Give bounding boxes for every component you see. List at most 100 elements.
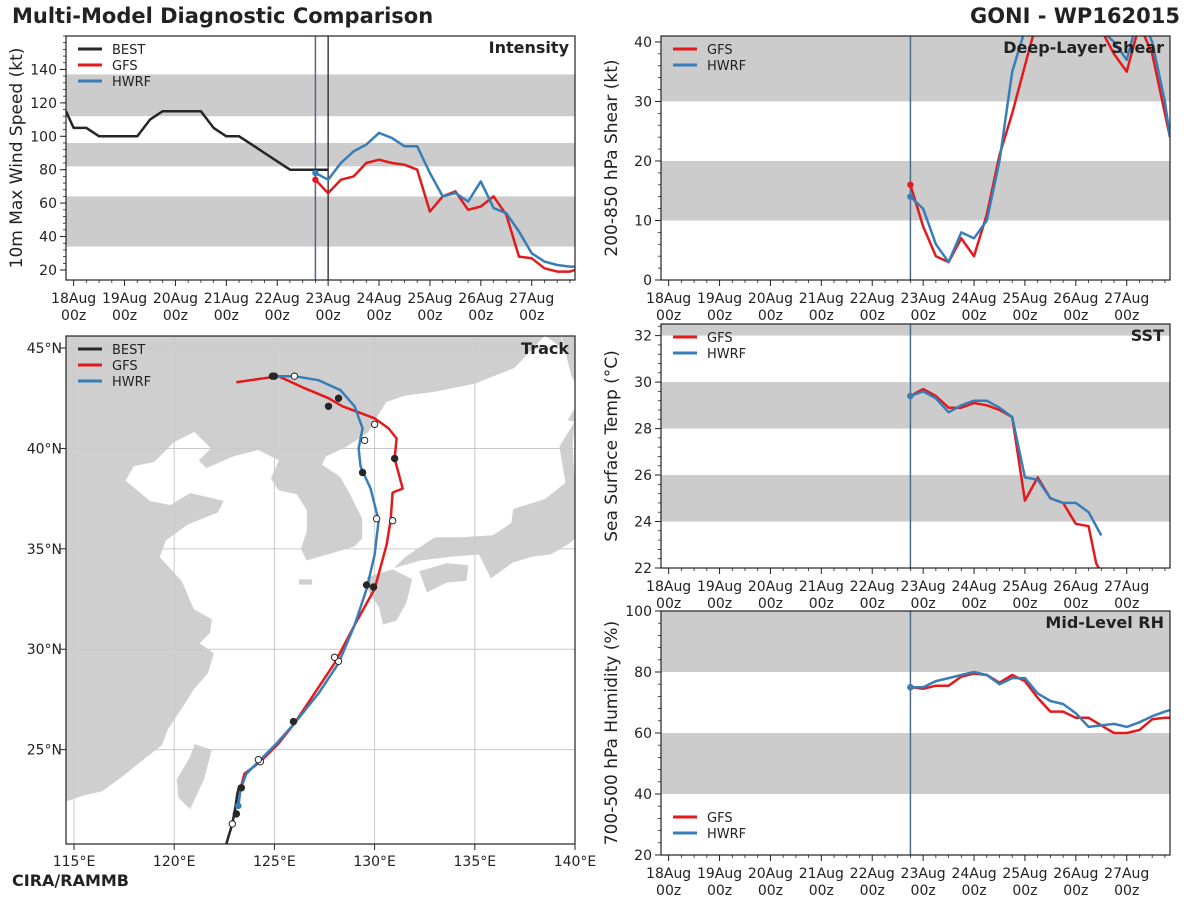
y-tick-label: 30 [634, 375, 652, 391]
x-tick-label-day: 18Aug [646, 579, 691, 595]
x-tick-label-hour: 00z [961, 883, 986, 899]
kyushu-island [366, 568, 414, 626]
x-tick-label-hour: 00z [758, 596, 783, 612]
x-tick-label-hour: 00z [366, 308, 391, 324]
x-tick-label-hour: 00z [1063, 308, 1088, 324]
plot-frame [65, 35, 576, 281]
track-lines [225, 372, 404, 844]
y-tick-label: 26 [634, 468, 652, 484]
y-tick-label: 80 [39, 163, 57, 179]
track-marker-hwrf [360, 436, 369, 445]
series-line-hwrf [314, 131, 575, 268]
x-tick-label-hour: 00z [961, 596, 986, 612]
x-tick-label-hour: 00z [911, 308, 936, 324]
x-tick-label-day: 23Aug [306, 291, 351, 307]
y-tick-label: 140 [30, 62, 57, 78]
x-tick-label-hour: 00z [417, 308, 442, 324]
track-marker-hwrf [270, 372, 279, 380]
x-tick-label-day: 26Aug [1053, 291, 1098, 307]
y-axis-label: 10m Max Wind Speed (kt) [7, 48, 27, 269]
shade-band-0 [66, 196, 575, 247]
panel-sst: 22242628303218Aug00z19Aug00z20Aug00z21Au… [602, 323, 1171, 612]
lat-tick-label: 45°N [27, 341, 62, 357]
track-marker-hwrf [372, 515, 381, 523]
track-init-point [235, 802, 242, 810]
x-tick-label-hour: 00z [961, 308, 986, 324]
x-tick-label-day: 24Aug [951, 291, 996, 307]
x-tick-label-day: 25Aug [407, 291, 452, 307]
x-tick-label-hour: 00z [1012, 596, 1037, 612]
x-tick-label-day: 24Aug [951, 866, 996, 882]
land-layer [66, 336, 575, 844]
y-tick-label: 20 [634, 154, 652, 170]
init-point-hwrf [907, 193, 914, 200]
x-tick-label-day: 21Aug [799, 291, 844, 307]
x-tick-label-hour: 00z [758, 883, 783, 899]
y-tick-label: 100 [625, 604, 652, 620]
x-tick-label-day: 21Aug [204, 291, 249, 307]
track-marker-hwrf [254, 755, 263, 764]
track-marker-gfs [369, 583, 378, 591]
track-marker-hwrf [362, 581, 371, 589]
lon-tick-label: 115°E [53, 854, 96, 870]
panel-title: Intensity [489, 38, 570, 57]
lat-tick-label: 25°N [27, 743, 62, 759]
init-point-hwrf [312, 169, 319, 177]
shade-band-1 [66, 142, 575, 167]
x-tick-label-day: 23Aug [901, 866, 946, 882]
track-marker-hwrf [290, 372, 299, 380]
track-marker-hwrf [358, 468, 367, 477]
track-line-gfs [236, 374, 404, 806]
page-title: Multi-Model Diagnostic Comparison [12, 4, 434, 28]
init-point-gfs [907, 181, 914, 188]
x-tick-label-hour: 00z [707, 883, 732, 899]
x-tick-label-hour: 00z [265, 308, 290, 324]
x-tick-label-day: 18Aug [646, 866, 691, 882]
x-tick-label-day: 27Aug [1104, 291, 1149, 307]
y-tick-label: 40 [634, 787, 652, 803]
x-tick-label-day: 18Aug [51, 291, 96, 307]
track-marker-gfs [388, 517, 397, 525]
storm-id: GONI - WP162015 [969, 4, 1180, 28]
track-line-hwrf [237, 374, 380, 806]
jeju-island [298, 578, 313, 586]
legend-label-gfs: GFS [112, 59, 138, 74]
panel-title: Mid-Level RH [1045, 613, 1164, 632]
y-tick-label: 0 [643, 273, 652, 289]
y-tick-label: 20 [634, 848, 652, 864]
series-line-hwrf [909, 390, 1103, 537]
x-tick-label-day: 19Aug [697, 866, 742, 882]
y-tick-label: 24 [634, 515, 652, 531]
panel-intensity: 2040608010012014018Aug00z19Aug00z20Aug00… [7, 35, 576, 324]
series-line-gfs [910, 672, 1170, 735]
x-tick-label-day: 25Aug [1002, 579, 1047, 595]
x-tick-label-hour: 00z [214, 308, 239, 324]
x-tick-label-day: 24Aug [951, 579, 996, 595]
y-tick-label: 40 [634, 35, 652, 51]
panel-shear: 01020304018Aug00z19Aug00z20Aug00z21Aug00… [602, 35, 1171, 324]
plot-frame [660, 323, 1171, 569]
lon-tick-label: 135°E [454, 854, 497, 870]
track-marker-gfs [324, 402, 333, 410]
lon-tick-label: 125°E [253, 854, 296, 870]
track-marker-gfs [370, 420, 379, 429]
legend-label-best: BEST [112, 43, 145, 58]
init-point-gfs [312, 176, 319, 183]
x-tick-label-day: 19Aug [697, 579, 742, 595]
series-group [66, 109, 575, 273]
shade-band-2 [661, 324, 1170, 336]
x-tick-label-day: 18Aug [646, 291, 691, 307]
legend-label-gfs: GFS [112, 359, 138, 374]
x-tick-label-hour: 00z [911, 596, 936, 612]
y-tick-label: 30 [634, 94, 652, 110]
plot-frame [660, 35, 1171, 281]
x-tick-label-day: 26Aug [458, 291, 503, 307]
x-tick-label-day: 22Aug [850, 579, 895, 595]
x-tick-label-day: 20Aug [153, 291, 198, 307]
y-axis-label: Sea Surface Temp (°C) [602, 350, 622, 542]
x-tick-label-hour: 00z [1114, 308, 1139, 324]
panel-track: 115°E 120°E 125°E 130°E 135°E 140°E 25°N 30°N 35… [27, 335, 597, 870]
shade-band-0 [661, 160, 1170, 221]
lon-tick-label: 140°E [554, 854, 597, 870]
